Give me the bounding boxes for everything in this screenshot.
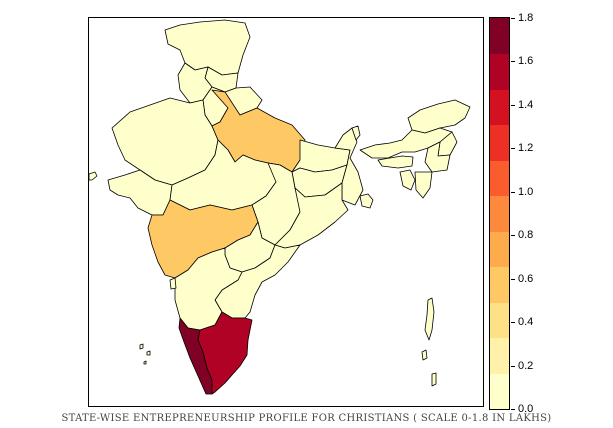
legend-tick-mark — [511, 18, 515, 19]
legend-swatch — [490, 337, 509, 374]
legend-swatch — [490, 302, 509, 339]
state-mizoram[interactable] — [414, 171, 433, 199]
state-meghalaya[interactable] — [377, 155, 414, 169]
india-state-map — [89, 19, 471, 395]
state-goa[interactable] — [169, 277, 177, 290]
legend-tick-mark — [511, 235, 515, 237]
legend-swatch — [490, 18, 509, 55]
legend-swatch — [490, 89, 509, 126]
legend-tick-mark — [511, 148, 515, 150]
legend-tick-label: 0.0 — [518, 403, 534, 415]
state-andaman-nicobar[interactable] — [421, 297, 437, 387]
legend-tick-mark — [511, 365, 515, 367]
state-lakshadweep[interactable] — [139, 343, 151, 365]
state-sundarbans[interactable] — [359, 193, 374, 209]
legend-tick-label: 0.4 — [518, 316, 534, 329]
legend-swatch — [490, 160, 509, 197]
legend-tick-mark — [511, 278, 515, 280]
legend-tick-mark — [511, 104, 515, 106]
legend-tick-label: 1.2 — [518, 142, 534, 155]
legend-tick-label: 1.4 — [518, 98, 534, 111]
state-sikkim[interactable] — [351, 125, 361, 141]
state-manipur[interactable] — [424, 141, 451, 173]
legend-tick-label: 1.8 — [518, 12, 534, 24]
legend-swatch — [490, 231, 509, 268]
legend-swatch — [490, 373, 509, 410]
state-odisha[interactable] — [274, 182, 349, 249]
legend-tick-label: 0.6 — [518, 272, 534, 285]
legend-tick-mark — [511, 191, 515, 193]
legend-swatch — [490, 266, 509, 303]
legend-swatch — [490, 195, 509, 232]
legend-tick-label: 1.6 — [518, 55, 534, 68]
map-caption: STATE-WISE ENTREPRENEURSHIP PROFILE FOR … — [61, 413, 552, 424]
legend-tick-mark — [511, 322, 515, 324]
state-tamil-nadu[interactable] — [197, 311, 253, 395]
state-tripura[interactable] — [399, 169, 416, 191]
legend-tick-label: 1.0 — [518, 185, 534, 198]
legend-tick-label: 0.8 — [518, 229, 534, 242]
legend-tick-mark — [511, 409, 515, 410]
legend-swatch — [490, 53, 509, 90]
legend-swatch — [490, 124, 509, 161]
color-legend-bar — [489, 17, 510, 410]
state-diu[interactable] — [89, 171, 98, 181]
map-panel — [88, 17, 484, 407]
legend-tick-mark — [511, 61, 515, 63]
legend-tick-label: 0.2 — [518, 359, 534, 372]
